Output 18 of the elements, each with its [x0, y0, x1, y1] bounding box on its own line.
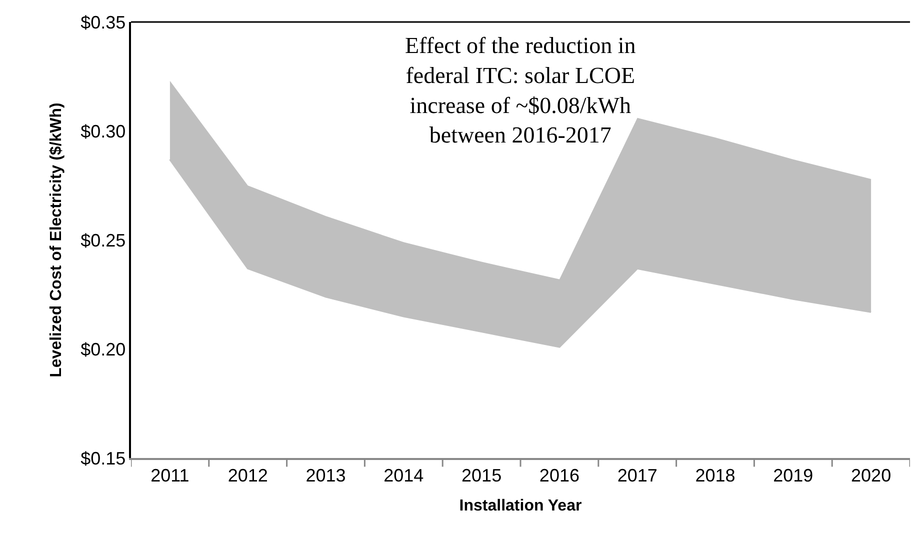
x-tick-label: 2014: [384, 465, 424, 486]
x-tick-label: 2015: [462, 465, 502, 486]
x-tick-label: 2016: [539, 465, 580, 486]
x-tick-label: 2020: [851, 465, 892, 486]
x-tick-label: 2011: [150, 465, 190, 486]
x-tick-label: 2017: [617, 465, 658, 486]
x-tick-label: 2013: [306, 465, 346, 486]
y-tick-label: $0.25: [80, 230, 126, 250]
y-tick-label: $0.15: [80, 448, 126, 468]
x-tick-label: 2012: [228, 465, 268, 486]
y-tick-label: $0.20: [80, 339, 126, 360]
y-tick-label: $0.35: [80, 12, 126, 32]
y-axis-title: Levelized Cost of Electricity ($/kWh): [48, 102, 66, 378]
y-tick-label: $0.30: [80, 121, 126, 142]
x-tick-label: 2018: [695, 465, 736, 486]
x-axis-title: Installation Year: [459, 498, 582, 515]
x-tick-label: 2019: [773, 465, 814, 486]
annotation: Effect of the reduction in federal ITC: solar LCOE increase of ~$0.08/kWh between 2016-2017: [405, 33, 636, 148]
